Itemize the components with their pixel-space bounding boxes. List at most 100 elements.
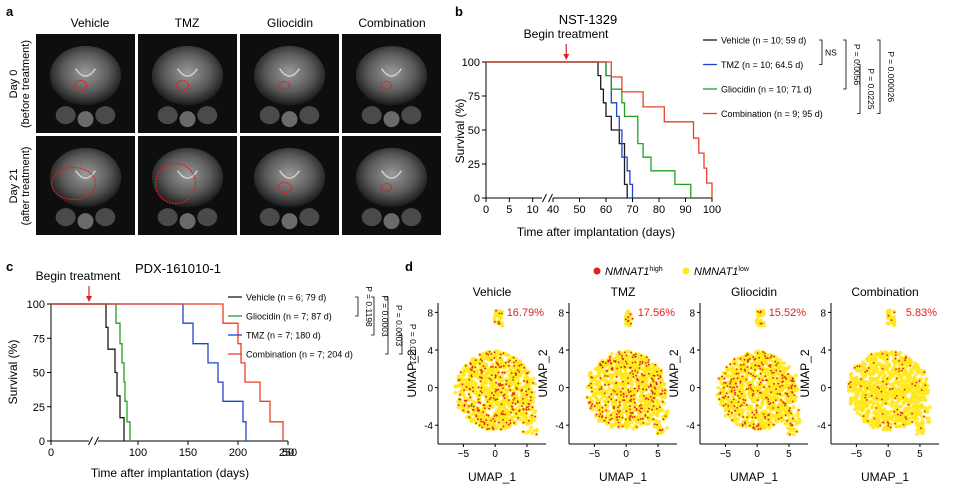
umap-point-high	[517, 382, 520, 385]
umap-point-high	[510, 372, 513, 374]
umap-point-high	[468, 393, 470, 396]
umap-point-high	[481, 426, 484, 429]
umap-point-low	[760, 375, 764, 379]
umap-point-low	[897, 393, 902, 398]
umap-point-high	[656, 423, 658, 426]
umap-point-low	[532, 410, 537, 415]
umap-point-low	[516, 359, 521, 363]
umap-point-high	[746, 353, 749, 355]
mri-row-label-day21: Day 21	[8, 169, 20, 204]
umap-point-high	[747, 372, 750, 374]
umap-point-low	[745, 407, 750, 411]
umap-point-high	[468, 416, 471, 419]
umap-point-high	[490, 419, 493, 422]
umap-point-high	[786, 419, 789, 422]
umap-point-high	[791, 424, 794, 427]
mri-ventricle	[74, 68, 97, 77]
umap-point-high	[633, 415, 636, 418]
umap-point-low	[531, 376, 536, 381]
umap-point-low	[593, 391, 598, 396]
umap-point-high	[628, 405, 631, 408]
umap-point-low	[768, 373, 773, 378]
umap-point-low	[916, 408, 921, 413]
umap-point-low	[878, 353, 882, 358]
umap-point-low	[857, 388, 862, 392]
umap-point-high	[638, 405, 641, 407]
umap-point-high	[752, 427, 754, 429]
umap-point-high	[642, 388, 644, 391]
umap-point-low	[598, 389, 602, 393]
umap-point-high	[753, 413, 756, 416]
umap-point-low	[788, 395, 793, 400]
umap-point-low	[482, 351, 487, 356]
umap-point-low	[644, 377, 649, 382]
umap-point-high	[600, 388, 603, 390]
umap-point-high	[464, 399, 466, 402]
umap-point-high	[741, 404, 743, 406]
umap-point-low	[889, 422, 893, 426]
umap-point-low	[846, 389, 851, 393]
umap-point-high	[773, 423, 775, 426]
umap-point-high	[733, 389, 736, 392]
umap-y-tick-label: 8	[558, 308, 564, 319]
umap-point-high	[518, 370, 521, 373]
umap-point-high	[627, 319, 630, 322]
umap-point-low	[484, 397, 489, 402]
umap-point-low	[872, 411, 877, 415]
umap-point-low	[644, 405, 649, 410]
umap-point-high	[482, 421, 485, 423]
umap-point-low	[528, 378, 533, 383]
mri-tile-vehicle-day0	[36, 34, 135, 133]
umap-point-high	[511, 401, 514, 404]
umap-point-high	[507, 399, 510, 401]
umap-point-high	[644, 397, 647, 400]
umap-point-high	[526, 380, 528, 383]
umap-point-low	[890, 417, 895, 422]
umap-point-high	[750, 367, 753, 369]
umap-point-low	[497, 413, 502, 418]
umap-point-low	[915, 383, 920, 388]
umap-point-low	[499, 322, 504, 326]
umap-point-high	[739, 357, 742, 360]
umap-point-low	[914, 401, 919, 406]
umap-point-high	[647, 398, 650, 401]
umap-point-high	[528, 419, 530, 422]
umap-point-high	[502, 395, 505, 397]
umap-point-high	[513, 393, 515, 396]
umap-point-low	[881, 400, 886, 405]
umap-point-high	[849, 386, 852, 388]
legend-label-vehicle: Vehicle (n = 6; 79 d)	[246, 293, 326, 303]
umap-point-low	[855, 411, 860, 415]
umap-point-high	[628, 391, 630, 393]
umap-point-high	[473, 370, 476, 373]
umap-point-high	[730, 390, 733, 393]
umap-point-low	[494, 426, 499, 430]
umap-point-high	[491, 392, 493, 394]
umap-point-high	[903, 388, 906, 391]
umap-point-low	[516, 377, 520, 382]
umap-point-low	[728, 402, 733, 406]
umap-point-high	[737, 401, 740, 403]
umap-point-low	[605, 396, 609, 401]
umap-point-high	[615, 382, 618, 384]
umap-xlabel: UMAP_1	[468, 470, 516, 484]
umap-point-high	[653, 423, 656, 426]
umap-point-low	[631, 407, 636, 412]
mri-tile-gliocidin-day0	[240, 34, 339, 133]
umap-point-low	[905, 373, 910, 378]
umap-point-low	[867, 381, 871, 386]
umap-point-low	[900, 379, 904, 384]
umap-point-high	[775, 369, 778, 372]
umap-point-high	[605, 370, 608, 372]
umap-point-low	[719, 402, 723, 407]
umap-point-high	[632, 398, 635, 401]
legend-label-combination: Combination (n = 7; 204 d)	[246, 350, 353, 360]
umap-point-high	[895, 368, 897, 371]
umap-point-high	[736, 406, 739, 409]
umap-point-high	[507, 361, 510, 363]
umap-point-high	[638, 367, 641, 369]
umap-point-high	[627, 389, 630, 391]
umap-point-high	[734, 391, 736, 394]
umap-point-low	[741, 389, 746, 394]
umap-point-low	[861, 360, 865, 365]
